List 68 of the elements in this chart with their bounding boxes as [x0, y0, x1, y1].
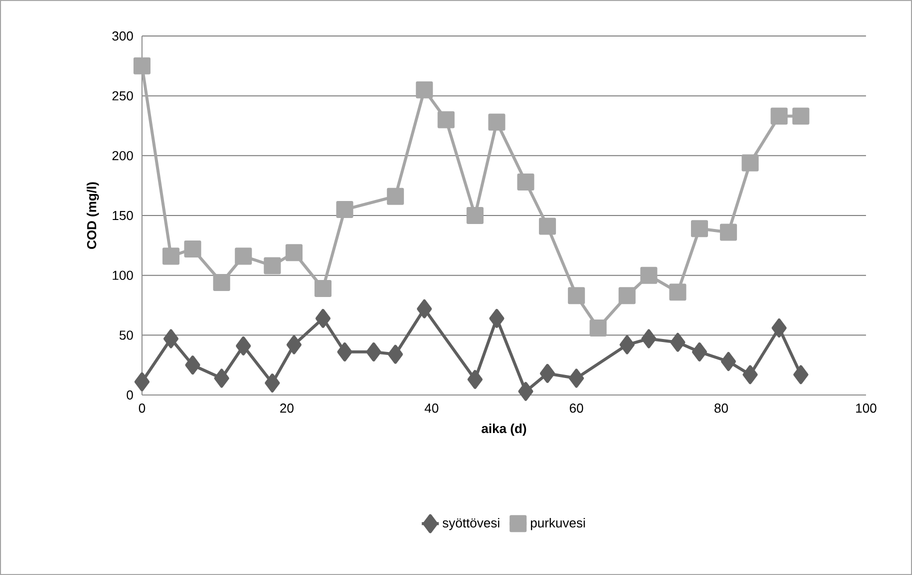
point [540, 364, 555, 383]
point [620, 335, 635, 354]
point [618, 287, 636, 304]
point [770, 108, 788, 125]
point [214, 368, 230, 388]
point [438, 111, 455, 128]
point [641, 329, 656, 348]
point [640, 266, 658, 284]
x-tick-label: 20 [280, 404, 294, 413]
point [466, 207, 484, 224]
x-tick-label: 0 [138, 404, 146, 413]
point [316, 308, 331, 328]
point [366, 342, 382, 362]
point [468, 370, 483, 389]
x-tick-label: 80 [714, 404, 728, 413]
point [336, 201, 354, 218]
y-tick-label: 250 [112, 91, 133, 100]
point [416, 81, 433, 98]
point [568, 368, 584, 388]
point [213, 274, 230, 292]
point [488, 114, 506, 131]
y-tick-label: 150 [112, 210, 133, 220]
point [792, 108, 810, 125]
point [314, 280, 332, 297]
point [538, 218, 556, 235]
point [134, 57, 150, 74]
point [690, 220, 708, 238]
point [590, 319, 607, 336]
x-axis-title: aika (d) [482, 424, 526, 436]
point [416, 299, 432, 318]
x-tick-label: 100 [856, 404, 876, 413]
point [489, 308, 504, 328]
point [518, 382, 534, 401]
point [670, 332, 686, 352]
y-tick-label: 300 [112, 31, 133, 41]
y-tick-label: 100 [112, 270, 133, 280]
y-tick-label: 200 [112, 151, 133, 160]
point [568, 287, 585, 304]
x-tick-label: 60 [570, 404, 584, 413]
y-tick-label: 50 [120, 330, 133, 340]
point [286, 244, 303, 262]
point [264, 257, 281, 274]
legend-label: syöttövesi [442, 518, 500, 530]
point [742, 154, 759, 172]
y-axis-title: COD (mg/l) [86, 182, 99, 249]
point [388, 344, 403, 364]
point [337, 342, 352, 362]
legend-label: purkuvesi [530, 518, 585, 530]
point [517, 173, 534, 190]
y-tick-label: 0 [126, 390, 133, 400]
point [669, 284, 686, 301]
point [386, 188, 404, 205]
point [264, 374, 280, 393]
point [742, 365, 758, 384]
point [163, 329, 178, 348]
point [184, 240, 202, 258]
point [720, 352, 736, 371]
point [286, 335, 302, 354]
point [692, 342, 707, 362]
point [134, 372, 150, 392]
point [793, 365, 808, 384]
point [234, 248, 252, 265]
point [185, 356, 200, 375]
point [236, 336, 251, 356]
x-tick-label: 40 [424, 404, 438, 413]
point [162, 248, 180, 265]
point [772, 318, 787, 338]
point [720, 224, 737, 241]
